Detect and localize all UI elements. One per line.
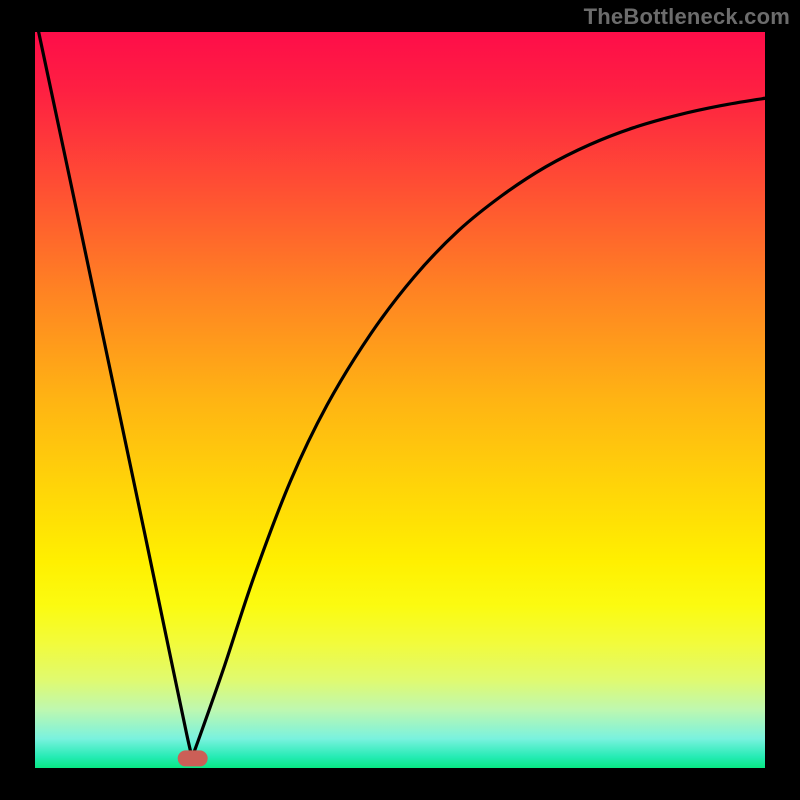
watermark-text: TheBottleneck.com	[584, 4, 790, 30]
chart-background-gradient	[35, 32, 765, 768]
chart-container: TheBottleneck.com	[0, 0, 800, 800]
bottleneck-chart	[0, 0, 800, 800]
optimal-point-marker	[178, 750, 208, 766]
